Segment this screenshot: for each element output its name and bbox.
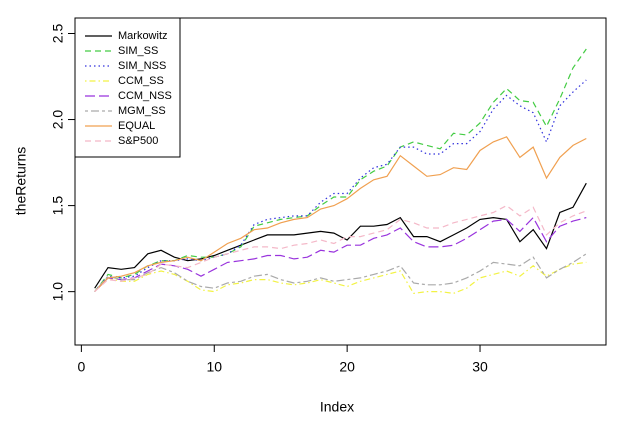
legend-label: SIM_NSS (118, 60, 166, 72)
x-tick-label: 30 (472, 359, 488, 375)
y-tick-label: 2.0 (50, 110, 66, 130)
legend-label: SIM_SS (118, 45, 158, 57)
y-tick-label: 1.5 (50, 196, 66, 216)
legend-label: CCM_NSS (118, 90, 172, 102)
legend-label: S&P500 (118, 135, 158, 147)
series-line (94, 182, 587, 289)
x-tick-label: 10 (206, 359, 222, 375)
legend-box (74, 17, 181, 158)
legend-label: EQUAL (118, 120, 155, 132)
x-axis-label: Index (320, 399, 354, 415)
series-line (94, 253, 587, 292)
legend-label: MGM_SS (118, 105, 166, 117)
x-tick-label: 20 (339, 359, 355, 375)
series-line (94, 136, 587, 293)
y-tick-label: 1.0 (50, 282, 66, 302)
series-line (94, 261, 587, 295)
y-tick-label: 2.5 (50, 24, 66, 44)
legend-label: Markowitz (118, 30, 168, 42)
legend: Markowitz SIM_SS SIM_NSS CCM_SS CCM_NSS MGM_S… (85, 30, 172, 147)
x-tick-label: 0 (77, 359, 85, 375)
series-line (94, 204, 587, 293)
legend-label: CCM_SS (118, 75, 164, 87)
y-axis-label: theReturns (13, 147, 29, 215)
plot-frame (74, 17, 607, 346)
